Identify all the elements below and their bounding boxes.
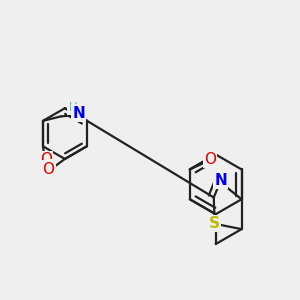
Text: O: O <box>43 162 55 177</box>
Text: O: O <box>40 152 52 167</box>
Text: N: N <box>214 173 227 188</box>
Text: H: H <box>68 101 77 114</box>
Text: N: N <box>72 106 85 121</box>
Text: H: H <box>46 160 55 172</box>
Text: S: S <box>209 216 220 231</box>
Text: O: O <box>204 152 216 167</box>
